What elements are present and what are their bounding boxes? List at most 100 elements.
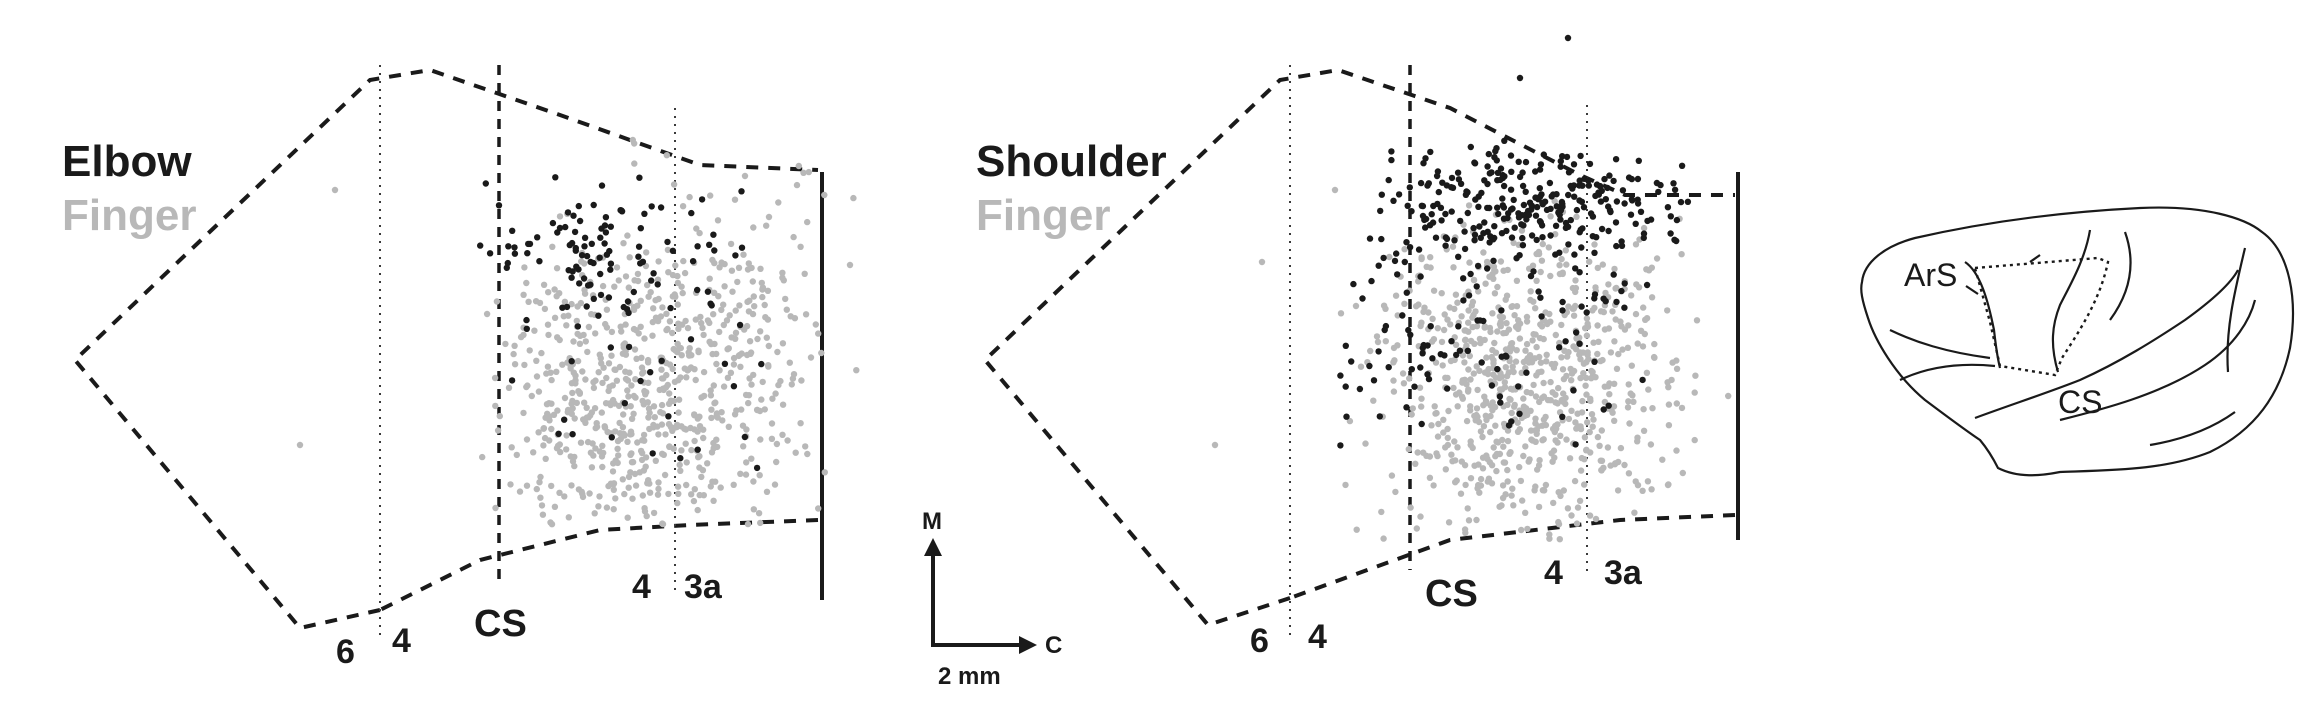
finger-site	[531, 327, 538, 334]
finger-site	[1466, 352, 1474, 360]
finger-site	[590, 452, 597, 459]
shoulder-site	[1507, 206, 1515, 213]
finger-site	[1586, 512, 1594, 519]
shoulder-site	[1342, 342, 1350, 349]
finger-site	[659, 520, 666, 527]
finger-site	[1479, 433, 1486, 441]
finger-site	[1465, 307, 1472, 314]
elbow-site	[704, 288, 712, 295]
finger-site	[658, 366, 665, 373]
shoulder-site	[1394, 271, 1401, 278]
shoulder-site	[1455, 323, 1462, 330]
elbow-site	[561, 416, 568, 423]
finger-site	[1444, 316, 1451, 323]
finger-site	[1645, 386, 1652, 393]
finger-site	[577, 439, 585, 446]
shoulder-site	[1471, 231, 1479, 238]
central-sulcus	[2051, 229, 2092, 373]
shoulder-site	[1491, 154, 1498, 161]
lateral-frontal-sulcus	[1899, 363, 1996, 381]
finger-site	[1462, 481, 1469, 489]
shoulder-site	[1471, 160, 1479, 167]
finger-site	[1541, 487, 1548, 494]
shoulder-site	[1559, 298, 1566, 306]
elbow-site	[549, 219, 557, 227]
elbow-site	[602, 214, 610, 221]
finger-site	[669, 365, 676, 373]
finger-site	[1673, 365, 1681, 372]
finger-site	[1449, 243, 1457, 250]
finger-site	[1511, 403, 1518, 410]
finger-site	[1573, 520, 1581, 527]
finger-site	[1380, 302, 1388, 309]
finger-site	[1642, 316, 1649, 323]
finger-site	[693, 225, 700, 232]
finger-site	[678, 447, 685, 454]
finger-site	[1665, 401, 1673, 408]
finger-site	[675, 409, 682, 416]
finger-site	[700, 368, 708, 376]
finger-site	[1415, 278, 1422, 285]
finger-site	[642, 391, 649, 398]
finger-site	[523, 436, 531, 443]
finger-site	[1540, 379, 1547, 387]
finger-site	[641, 437, 648, 444]
elbow-sites-panel-1	[477, 174, 765, 472]
elbow-site	[568, 239, 576, 247]
finger-site	[680, 257, 687, 265]
finger-site	[1444, 434, 1452, 442]
finger-site	[1459, 352, 1467, 359]
finger-site	[678, 352, 685, 359]
finger-site	[1473, 405, 1481, 412]
shoulder-site	[1576, 229, 1583, 236]
shoulder-site	[1456, 347, 1464, 354]
finger-site	[765, 363, 772, 370]
finger-site	[675, 490, 682, 497]
shoulder-site	[1523, 369, 1530, 376]
finger-site	[1648, 486, 1655, 493]
shoulder-site	[1585, 182, 1593, 189]
finger-site	[1417, 513, 1424, 520]
finger-site	[618, 328, 625, 335]
shoulder-site	[1424, 182, 1431, 189]
brain-outline	[1860, 206, 2295, 477]
shoulder-site	[1547, 232, 1554, 239]
finger-site	[679, 321, 686, 328]
finger-site	[805, 168, 812, 176]
shoulder-site	[1515, 383, 1522, 390]
finger-site	[786, 359, 793, 366]
finger-site	[713, 436, 720, 443]
elbow-site	[689, 258, 697, 265]
medial-arrow-icon	[924, 538, 942, 556]
finger-site	[523, 482, 531, 489]
finger-site	[1494, 283, 1501, 291]
elbow-site	[578, 252, 586, 259]
shoulder-site	[1558, 198, 1566, 206]
finger-site	[1564, 353, 1571, 360]
finger-site	[1582, 374, 1590, 382]
elbow-site	[637, 377, 644, 385]
finger-site	[793, 181, 801, 189]
finger-site	[1566, 455, 1574, 462]
finger-site	[540, 425, 548, 432]
shoulder-site	[1667, 230, 1674, 237]
finger-site	[685, 349, 692, 356]
finger-site	[583, 404, 590, 411]
finger-site	[1491, 339, 1498, 347]
finger-site	[1592, 284, 1599, 291]
elbow-site	[565, 267, 572, 274]
finger-site	[620, 411, 627, 418]
finger-site	[632, 482, 640, 489]
elbow-site	[694, 286, 701, 294]
elbow-site	[523, 325, 530, 332]
principal-sulcus	[1889, 329, 1991, 360]
finger-site	[601, 423, 608, 430]
shoulder-site	[1508, 418, 1515, 425]
finger-site	[1451, 356, 1458, 364]
outlier-site	[846, 261, 854, 269]
finger-site	[670, 445, 677, 452]
finger-site	[713, 360, 720, 368]
finger-site	[568, 482, 575, 489]
shoulder-site	[1610, 271, 1617, 278]
finger-site	[639, 397, 646, 405]
